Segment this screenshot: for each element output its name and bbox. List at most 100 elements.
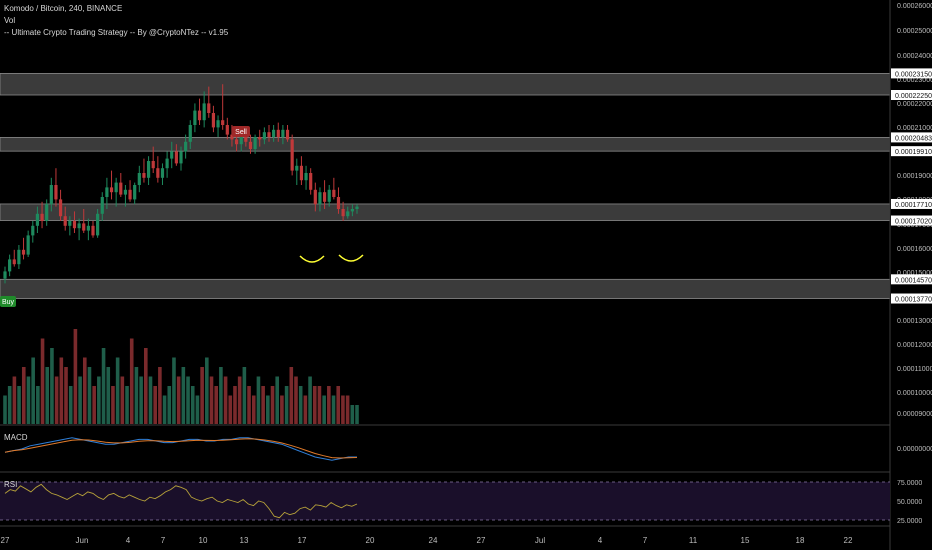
volume-bar <box>233 386 237 424</box>
volume-bar <box>162 395 167 424</box>
candle-body <box>188 125 192 142</box>
candle-body <box>299 165 304 181</box>
volume-bar <box>336 386 341 424</box>
candle-body <box>184 141 188 152</box>
candle-body <box>100 197 104 214</box>
candle-body <box>68 221 72 226</box>
time-axis[interactable]: 27 Jun 4 7 10 13 17 20 24 27 Jul 4 7 11 15 18 22 <box>1 536 853 545</box>
price-tick: 0.00011000 <box>897 366 932 373</box>
time-tick: 17 <box>298 536 307 545</box>
price-tick: 0.00016000 <box>897 246 932 253</box>
candle-body <box>45 204 49 221</box>
zone-3 <box>0 203 891 221</box>
candle-body <box>355 206 359 209</box>
volume-bar <box>129 338 134 424</box>
time-tick: 7 <box>161 536 166 545</box>
sell-signal[interactable]: Sell <box>232 126 250 137</box>
volume-bars <box>3 329 359 424</box>
volume-bar <box>261 386 265 424</box>
candle-body <box>272 129 276 137</box>
volume-bar <box>148 376 153 424</box>
volume-bar <box>54 376 59 424</box>
level-tag <box>891 274 932 285</box>
volume-bar <box>275 376 280 424</box>
volume-bar <box>106 367 111 424</box>
level-label: 0.00017710 <box>895 202 932 209</box>
candle-body <box>128 189 132 200</box>
candle-body <box>221 120 225 125</box>
volume-bar <box>167 386 172 424</box>
time-tick: 20 <box>366 536 375 545</box>
volume-bar <box>158 367 162 424</box>
price-tick: 0.00000000 <box>897 446 932 453</box>
macd-label: MACD <box>4 433 28 442</box>
rsi-tick: 75.0000 <box>897 480 922 487</box>
volume-bar <box>153 386 157 424</box>
candle-body <box>63 216 67 226</box>
svg-text:Sell: Sell <box>235 129 247 136</box>
candle-body <box>40 213 44 221</box>
volume-bar <box>134 367 139 424</box>
zone-2 <box>0 137 891 152</box>
level-tag <box>891 215 932 226</box>
volume-bar <box>317 386 322 424</box>
candle-body <box>285 129 290 140</box>
volume-bar <box>219 367 223 424</box>
candle-body <box>179 151 183 164</box>
level-label: 0.00023150 <box>895 71 932 78</box>
volume-bar <box>308 376 312 424</box>
volume-bar <box>139 376 143 424</box>
volume-bar <box>21 367 26 424</box>
price-tick: 0.00023000 <box>897 77 932 84</box>
price-tick: 0.00012000 <box>897 342 932 349</box>
candle-body <box>216 120 220 128</box>
time-tick: 10 <box>199 536 208 545</box>
price-tick: 0.00022000 <box>897 101 932 108</box>
volume-bar <box>45 367 50 424</box>
candle-body <box>17 249 21 265</box>
volume-bar <box>355 405 359 424</box>
rsi-label: RSI <box>4 480 18 489</box>
candle-body <box>295 165 299 171</box>
candle-body <box>332 189 336 197</box>
candle-body <box>86 225 90 231</box>
rsi-axis: 75.0000 50.0000 25.0000 <box>897 480 922 525</box>
volume-bar <box>303 395 308 424</box>
volume-bar <box>237 376 242 424</box>
symbol-title: Komodo / Bitcoin, 240, BINANCE <box>4 4 123 13</box>
volume-bar <box>97 376 101 424</box>
volume-bar <box>341 395 345 424</box>
price-tick: 0.00021000 <box>897 125 932 132</box>
volume-bar <box>78 376 82 424</box>
volume-bar <box>87 367 92 424</box>
volume-bar <box>190 386 195 424</box>
candle-body <box>304 173 308 181</box>
level-label: 0.00017020 <box>895 219 932 226</box>
time-tick: 15 <box>741 536 750 545</box>
volume-bar <box>327 386 331 424</box>
buy-signal[interactable]: Buy <box>0 296 16 307</box>
level-tag <box>891 293 932 304</box>
volume-legend: Vol <box>4 16 16 25</box>
volume-bar <box>17 386 21 424</box>
price-tick: 0.00026000 <box>897 3 932 10</box>
candle-body <box>35 213 40 226</box>
bottom-highlight-1 <box>299 255 325 263</box>
candle-body <box>96 213 100 236</box>
candle-body <box>137 173 141 185</box>
volume-bar <box>64 367 68 424</box>
volume-bar <box>3 395 7 424</box>
volume-bar <box>228 395 233 424</box>
level-tag <box>891 68 932 79</box>
rsi-tick: 50.0000 <box>897 499 922 506</box>
volume-bar <box>31 357 35 424</box>
candle-body <box>234 139 239 145</box>
candle-body <box>318 192 322 205</box>
volume-bar <box>242 367 247 424</box>
candle-body <box>309 173 313 190</box>
volume-bar <box>12 376 17 424</box>
candle-body <box>109 187 114 193</box>
level-label: 0.00022250 <box>895 93 932 100</box>
candle-body <box>54 185 58 200</box>
